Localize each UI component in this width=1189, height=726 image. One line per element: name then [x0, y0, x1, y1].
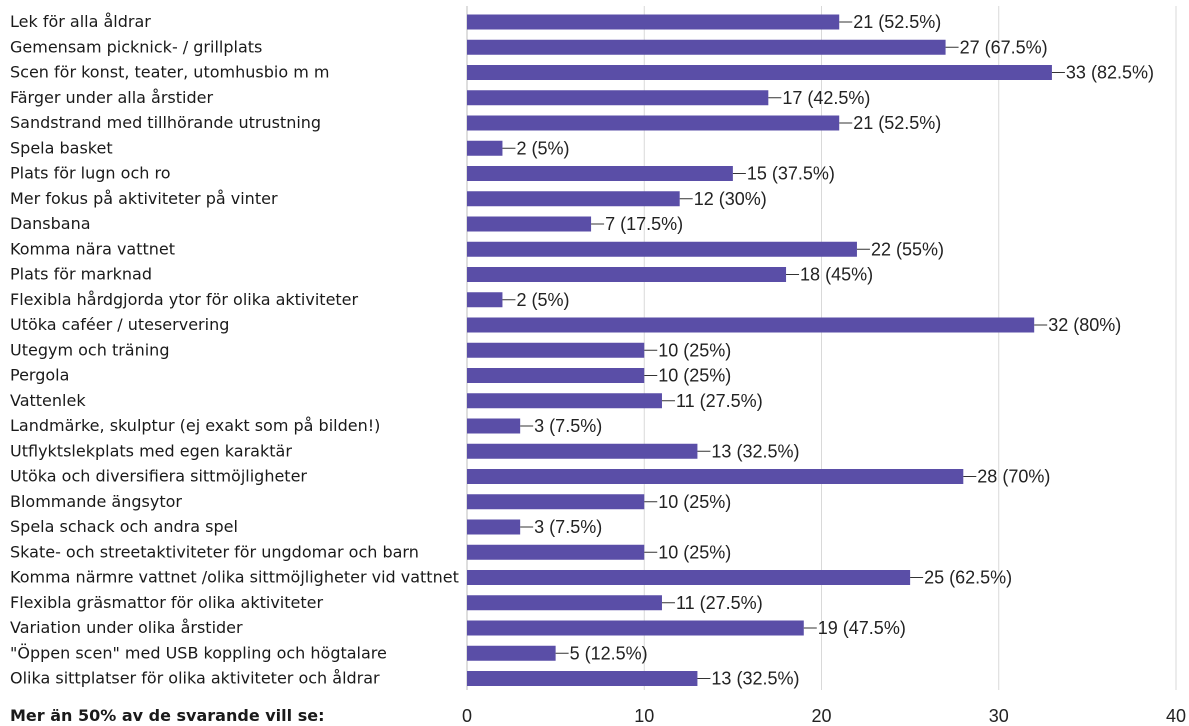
data-label: 10 (25%) — [658, 366, 731, 386]
bar — [467, 418, 521, 434]
category-label: Blommande ängsytor — [10, 492, 182, 511]
data-label: 28 (70%) — [977, 467, 1050, 487]
category-label: Pergola — [10, 366, 69, 385]
category-label: Flexibla hårdgjorda ytor för olika aktiv… — [10, 290, 359, 309]
category-label: Skate- och streetaktiviteter för ungdoma… — [10, 542, 419, 561]
data-label: 32 (80%) — [1048, 315, 1121, 335]
data-label: 33 (82.5%) — [1066, 63, 1154, 83]
category-label: Landmärke, skulptur (ej exakt som på bil… — [10, 416, 380, 435]
category-label: Plats för lugn och ro — [10, 164, 170, 183]
data-label: 21 (52.5%) — [853, 113, 941, 133]
x-axis-ticks: 0 10 20 30 40 — [462, 706, 1186, 726]
data-label: 2 (5%) — [516, 138, 569, 158]
category-label: Komma närmre vattnet /olika sittmöjlighe… — [10, 568, 459, 587]
category-label: Mer fokus på aktiviteter på vinter — [10, 189, 278, 208]
category-label: Dansbana — [10, 214, 91, 233]
data-label: 11 (27.5%) — [676, 391, 763, 411]
category-label: Scen för konst, teater, utomhusbio m m — [10, 63, 329, 82]
bar — [467, 14, 840, 30]
data-label: 5 (12.5%) — [570, 643, 648, 663]
data-label: 10 (25%) — [658, 340, 731, 360]
category-label: Utöka caféer / uteservering — [10, 315, 229, 334]
category-label: Komma nära vattnet — [10, 239, 175, 258]
data-label: 17 (42.5%) — [782, 88, 870, 108]
data-label: 25 (62.5%) — [924, 568, 1012, 588]
x-tick-label: 0 — [462, 706, 472, 726]
category-label: Lek för alla åldrar — [10, 12, 151, 31]
category-label: Vattenlek — [10, 391, 86, 410]
bar — [467, 115, 840, 131]
bar — [467, 595, 662, 611]
x-tick-label: 40 — [1166, 706, 1186, 726]
data-label: 19 (47.5%) — [818, 618, 906, 638]
bar — [467, 570, 911, 585]
data-label: 21 (52.5%) — [853, 12, 941, 32]
x-tick-label: 10 — [634, 706, 654, 726]
data-label: 18 (45%) — [800, 265, 873, 285]
category-labels: Lek för alla åldrar Gemensam picknick- / … — [10, 12, 459, 688]
bar — [467, 494, 645, 510]
data-label: 11 (27.5%) — [676, 593, 763, 613]
data-label: 12 (30%) — [694, 189, 767, 209]
bar — [467, 469, 964, 484]
category-label: Gemensam picknick- / grillplats — [10, 37, 262, 56]
data-label: 15 (37.5%) — [747, 164, 835, 184]
category-label: Variation under olika årstider — [10, 618, 243, 637]
footnote-text: Mer än 50% av de svarande vill se: — [10, 706, 324, 725]
bar — [467, 39, 946, 55]
x-tick-label: 30 — [989, 706, 1009, 726]
data-label: 22 (55%) — [871, 239, 944, 259]
category-label: Spela basket — [10, 138, 113, 157]
data-label: 2 (5%) — [516, 290, 569, 310]
bar — [467, 140, 503, 156]
bar — [467, 166, 733, 181]
bar — [467, 292, 503, 308]
bar — [467, 317, 1035, 333]
bar — [467, 368, 645, 383]
data-label: 10 (25%) — [658, 542, 731, 562]
data-label: 3 (7.5%) — [534, 416, 602, 436]
category-label: "Öppen scen" med USB koppling och högtal… — [10, 643, 387, 662]
bar — [467, 65, 1052, 80]
bar — [467, 342, 645, 358]
data-label: 13 (32.5%) — [711, 441, 799, 461]
bar — [467, 267, 787, 282]
data-label: 13 (32.5%) — [711, 669, 799, 689]
category-label: Spela schack och andra spel — [10, 517, 238, 536]
category-label: Utflyktslekplats med egen karaktär — [10, 441, 292, 460]
bar — [467, 443, 698, 459]
bar — [467, 241, 857, 257]
category-label: Utegym och träning — [10, 340, 169, 359]
x-tick-label: 20 — [811, 706, 831, 726]
bar — [467, 191, 680, 207]
bar — [467, 544, 645, 560]
bar — [467, 90, 769, 106]
bar — [467, 519, 521, 535]
data-label: 27 (67.5%) — [960, 37, 1048, 57]
data-label: 3 (7.5%) — [534, 517, 602, 537]
bar — [467, 620, 804, 636]
category-label: Färger under alla årstider — [10, 88, 213, 107]
category-label: Flexibla gräsmattor för olika aktivitete… — [10, 593, 323, 612]
bar — [467, 671, 698, 686]
bar — [467, 216, 592, 232]
bar — [467, 393, 662, 409]
category-label: Plats för marknad — [10, 265, 152, 284]
bar — [467, 645, 556, 661]
data-label: 7 (17.5%) — [605, 214, 683, 234]
category-label: Utöka och diversifiera sittmöjligheter — [10, 467, 307, 486]
bars: 21 (52.5%) 27 (67.5%) 33 (82.5%) 17 (42.5%)… — [467, 12, 1154, 689]
data-label: 10 (25%) — [658, 492, 731, 512]
category-label: Olika sittplatser för olika aktiviteter … — [10, 669, 380, 688]
category-label: Sandstrand med tillhörande utrustning — [10, 113, 321, 132]
